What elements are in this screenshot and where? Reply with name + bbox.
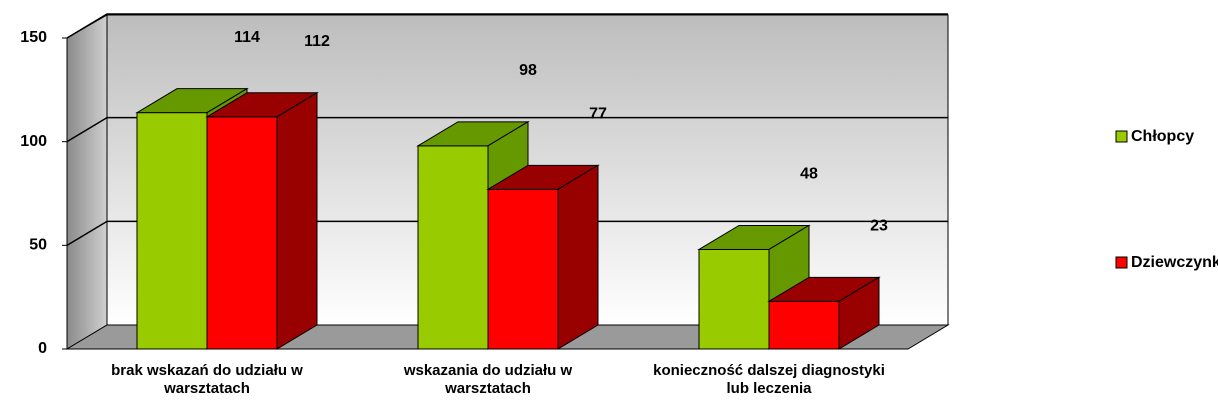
y-tick-label: 150: [20, 29, 47, 46]
x-tick-label-box: wskazania do udziału w warsztatach: [403, 362, 573, 397]
legend-label: Dziewczynki: [1131, 254, 1218, 271]
bar-front: [417, 145, 489, 350]
x-tick-label-box: konieczność dalszej diagnostyki lub lecz…: [653, 362, 885, 397]
bar-front: [487, 188, 559, 350]
bar-front: [206, 116, 278, 350]
bar-front: [768, 300, 840, 350]
x-tick-label: konieczność dalszej diagnostyki lub lecz…: [653, 362, 885, 397]
y-tick-label: 50: [29, 237, 47, 254]
x-tick-label: brak wskazań do udziału w warsztatach: [111, 362, 303, 397]
x-tick-label: wskazania do udziału w warsztatach: [403, 362, 573, 397]
legend-label: Chłopcy: [1131, 128, 1194, 145]
data-label: 23: [870, 218, 888, 235]
grid-line: [66, 220, 948, 246]
legend-swatch: [1115, 256, 1128, 269]
y-tick-label: 0: [38, 340, 47, 357]
y-tick-label: 100: [20, 133, 47, 150]
grid-line: [66, 116, 948, 143]
data-label: 77: [589, 106, 607, 123]
data-label: 112: [304, 33, 330, 50]
bar-side: [557, 164, 599, 350]
bar-front: [698, 248, 770, 350]
bar-side: [276, 91, 318, 350]
data-label: 48: [800, 166, 818, 183]
data-label: 98: [519, 62, 537, 79]
bar-front: [136, 112, 208, 350]
side-wall: [66, 14, 108, 350]
x-tick-label-box: brak wskazań do udziału w warsztatach: [111, 362, 303, 397]
grid-line: [66, 13, 948, 39]
legend-swatch: [1115, 130, 1128, 143]
data-label: 114: [234, 29, 260, 46]
bar-side: [838, 276, 880, 350]
